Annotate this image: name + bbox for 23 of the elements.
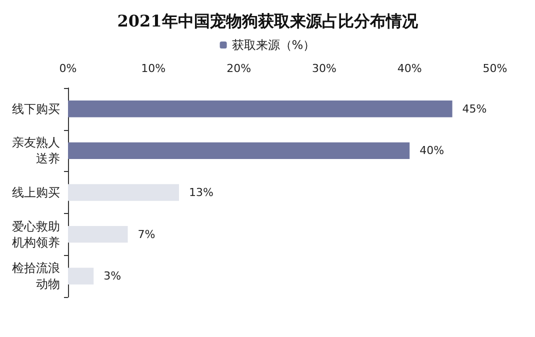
x-tick-label: 0% xyxy=(59,62,77,75)
chart-title: 2021年中国宠物狗获取来源占比分布情况 xyxy=(117,12,419,30)
y-tick-label: 检拾流浪动物 xyxy=(12,261,60,292)
y-tick-label: 亲友熟人送养 xyxy=(12,136,60,166)
x-tick-label: 30% xyxy=(312,62,336,75)
data-label: 40% xyxy=(420,144,444,158)
data-label: 45% xyxy=(462,102,487,116)
x-tick-label: 20% xyxy=(226,62,252,75)
y-tick-label: 线下购买 xyxy=(12,102,60,116)
x-tick-label: 40% xyxy=(397,62,422,75)
x-tick-label: 50% xyxy=(482,62,508,75)
bar xyxy=(68,226,128,243)
legend-label: 获取来源（%） xyxy=(232,38,316,52)
y-tick-label: 线上购买 xyxy=(12,186,60,200)
data-label: 3% xyxy=(104,270,122,283)
data-label: 13% xyxy=(189,186,214,199)
bar xyxy=(68,100,452,118)
x-tick-label: 10% xyxy=(141,62,166,75)
bar xyxy=(68,142,410,160)
bar xyxy=(68,184,180,201)
y-tick-label: 爱心救助机构领养 xyxy=(12,219,60,250)
data-label: 7% xyxy=(138,228,156,241)
bar xyxy=(68,268,94,284)
